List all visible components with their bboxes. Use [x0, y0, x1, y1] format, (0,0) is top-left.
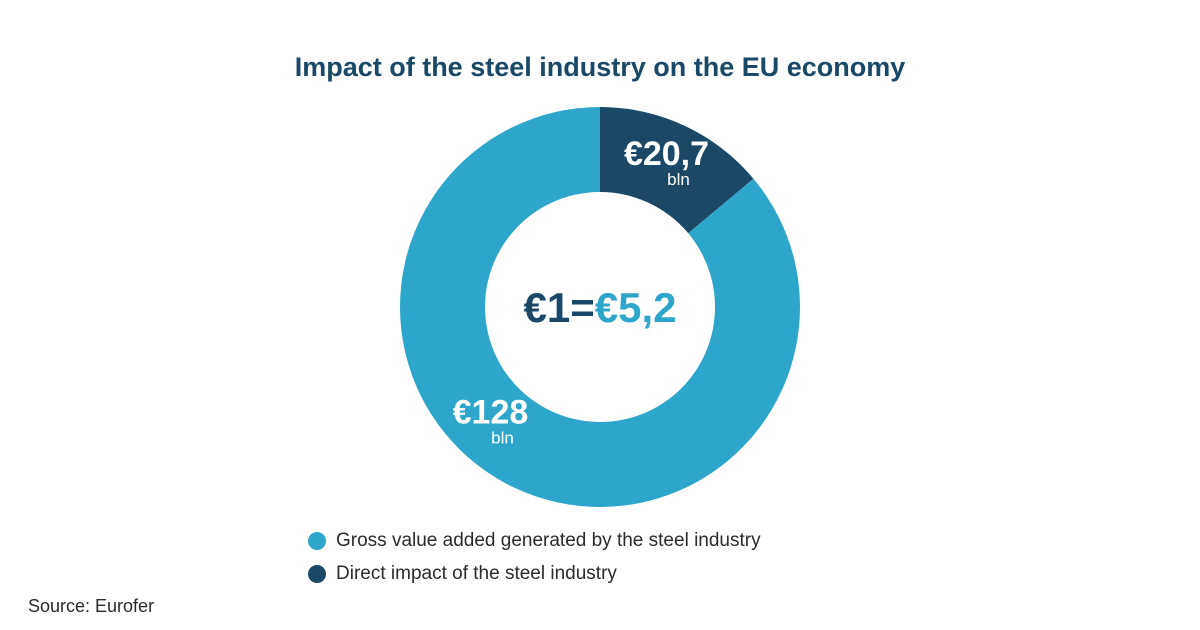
slice-gross-value-added	[399, 107, 800, 507]
legend: Gross value added generated by the steel…	[308, 528, 761, 594]
slice-direct-impact	[600, 107, 754, 234]
chart-title: Impact of the steel industry on the EU e…	[294, 52, 906, 82]
slice-unit-direct-impact: bln	[667, 170, 690, 189]
legend-dot-gva	[308, 532, 326, 550]
slice-label-direct-impact: €20,7	[624, 135, 709, 173]
center-text: €1=€5,2	[524, 284, 677, 331]
legend-label-direct: Direct impact of the steel industry	[336, 563, 617, 584]
legend-label-gva: Gross value added generated by the steel…	[336, 530, 761, 551]
slice-label-gross-value-added: €128	[453, 394, 529, 432]
legend-item-gva: Gross value added generated by the steel…	[308, 528, 761, 554]
center-text-right: €5,2	[595, 284, 677, 331]
slice-unit-gross-value-added: bln	[491, 429, 514, 448]
source-note: Source: Eurofer	[28, 596, 155, 616]
center-text-left: €1=	[524, 284, 595, 331]
legend-item-direct: Direct impact of the steel industry	[308, 561, 761, 587]
legend-dot-direct	[308, 565, 326, 583]
